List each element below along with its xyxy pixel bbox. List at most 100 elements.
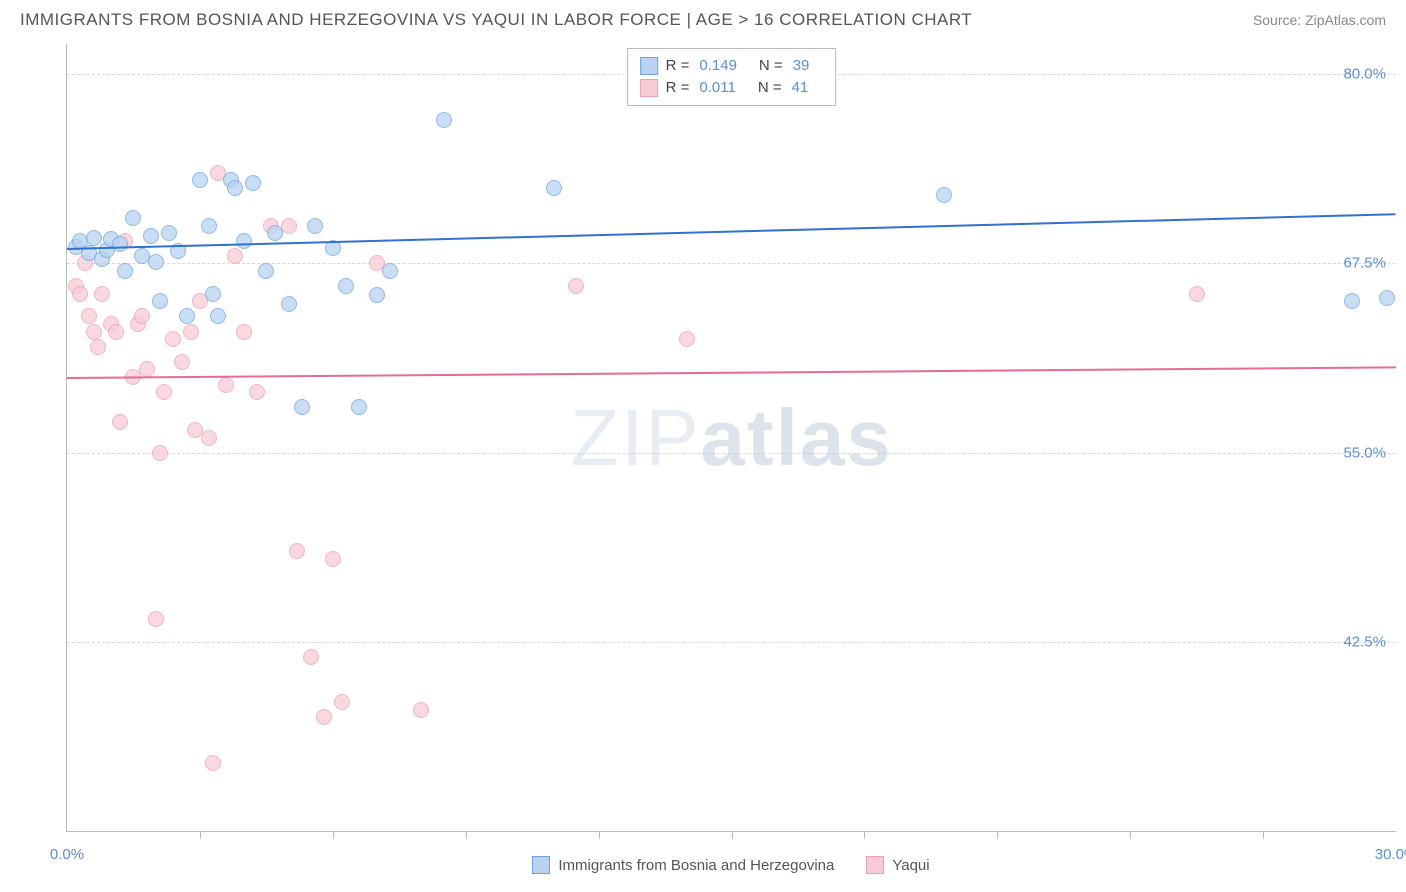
x-tick [1130,831,1131,839]
scatter-point [117,263,133,279]
correlation-legend: R = 0.149 N = 39 R = 0.011 N = 41 [627,48,837,106]
scatter-point [546,180,562,196]
scatter-point [258,263,274,279]
scatter-point [90,339,106,355]
regression-line [67,366,1396,379]
scatter-point [1189,286,1205,302]
scatter-point [227,180,243,196]
x-tick [1263,831,1264,839]
legend-n-value: 41 [792,77,809,99]
scatter-point [112,236,128,252]
watermark: ZIPatlas [570,392,893,484]
scatter-point [1344,293,1360,309]
legend-n-label: N = [758,77,782,99]
series-legend: Immigrants from Bosnia and Herzegovina Y… [66,840,1396,882]
scatter-point [210,308,226,324]
scatter-point [1379,290,1395,306]
scatter-point [218,377,234,393]
x-tick [599,831,600,839]
scatter-point [307,218,323,234]
chart-header: IMMIGRANTS FROM BOSNIA AND HERZEGOVINA V… [0,0,1406,38]
x-tick [997,831,998,839]
scatter-point [325,551,341,567]
x-tick [333,831,334,839]
scatter-point [165,331,181,347]
scatter-point [161,225,177,241]
scatter-point [72,286,88,302]
scatter-point [139,361,155,377]
scatter-point [294,399,310,415]
x-tick [732,831,733,839]
scatter-point [152,445,168,461]
scatter-point [94,286,110,302]
legend-n-label: N = [759,55,783,77]
y-tick-label: 55.0% [1343,444,1386,461]
chart-source: Source: ZipAtlas.com [1253,12,1386,28]
gridline-h [67,642,1396,643]
scatter-point [568,278,584,294]
scatter-point [192,172,208,188]
y-tick-label: 80.0% [1343,66,1386,83]
scatter-point [334,694,350,710]
watermark-part1: ZIP [570,393,700,482]
chart-container: In Labor Force | Age > 16 ZIPatlas R = 0… [10,44,1396,882]
scatter-point [281,296,297,312]
gridline-h [67,453,1396,454]
legend-r-label: R = [666,77,690,99]
scatter-point [289,543,305,559]
scatter-point [245,175,261,191]
legend-item-series1: Immigrants from Bosnia and Herzegovina [532,856,834,874]
scatter-point [413,702,429,718]
scatter-point [205,755,221,771]
legend-r-label: R = [666,55,690,77]
legend-swatch [640,57,658,75]
scatter-point [201,218,217,234]
scatter-point [183,324,199,340]
scatter-point [148,254,164,270]
scatter-point [108,324,124,340]
scatter-point [303,649,319,665]
scatter-point [227,248,243,264]
legend-n-value: 39 [793,55,810,77]
scatter-point [236,233,252,249]
scatter-point [152,293,168,309]
scatter-point [125,210,141,226]
scatter-point [148,611,164,627]
legend-item-series2: Yaqui [866,856,929,874]
scatter-point [86,324,102,340]
chart-title: IMMIGRANTS FROM BOSNIA AND HERZEGOVINA V… [20,10,972,30]
legend-r-value: 0.011 [699,77,735,99]
scatter-point [236,324,252,340]
scatter-point [369,287,385,303]
scatter-point [81,308,97,324]
x-tick [200,831,201,839]
scatter-point [351,399,367,415]
scatter-point [179,308,195,324]
chart-plot-area: ZIPatlas R = 0.149 N = 39 R = 0.011 N = … [66,44,1396,832]
legend-r-value: 0.149 [699,55,737,77]
scatter-point [201,430,217,446]
legend-swatch [532,856,550,874]
legend-row-series1: R = 0.149 N = 39 [640,55,824,77]
scatter-point [86,230,102,246]
scatter-point [338,278,354,294]
scatter-point [205,286,221,302]
scatter-point [382,263,398,279]
scatter-point [936,187,952,203]
scatter-point [679,331,695,347]
scatter-point [134,308,150,324]
watermark-part2: atlas [701,393,893,482]
scatter-point [112,414,128,430]
scatter-point [249,384,265,400]
legend-row-series2: R = 0.011 N = 41 [640,77,824,99]
scatter-point [156,384,172,400]
scatter-point [316,709,332,725]
x-tick [864,831,865,839]
legend-swatch [640,79,658,97]
scatter-point [267,225,283,241]
y-tick-label: 42.5% [1343,633,1386,650]
scatter-point [143,228,159,244]
scatter-point [174,354,190,370]
legend-label: Immigrants from Bosnia and Herzegovina [558,857,834,874]
x-tick [466,831,467,839]
